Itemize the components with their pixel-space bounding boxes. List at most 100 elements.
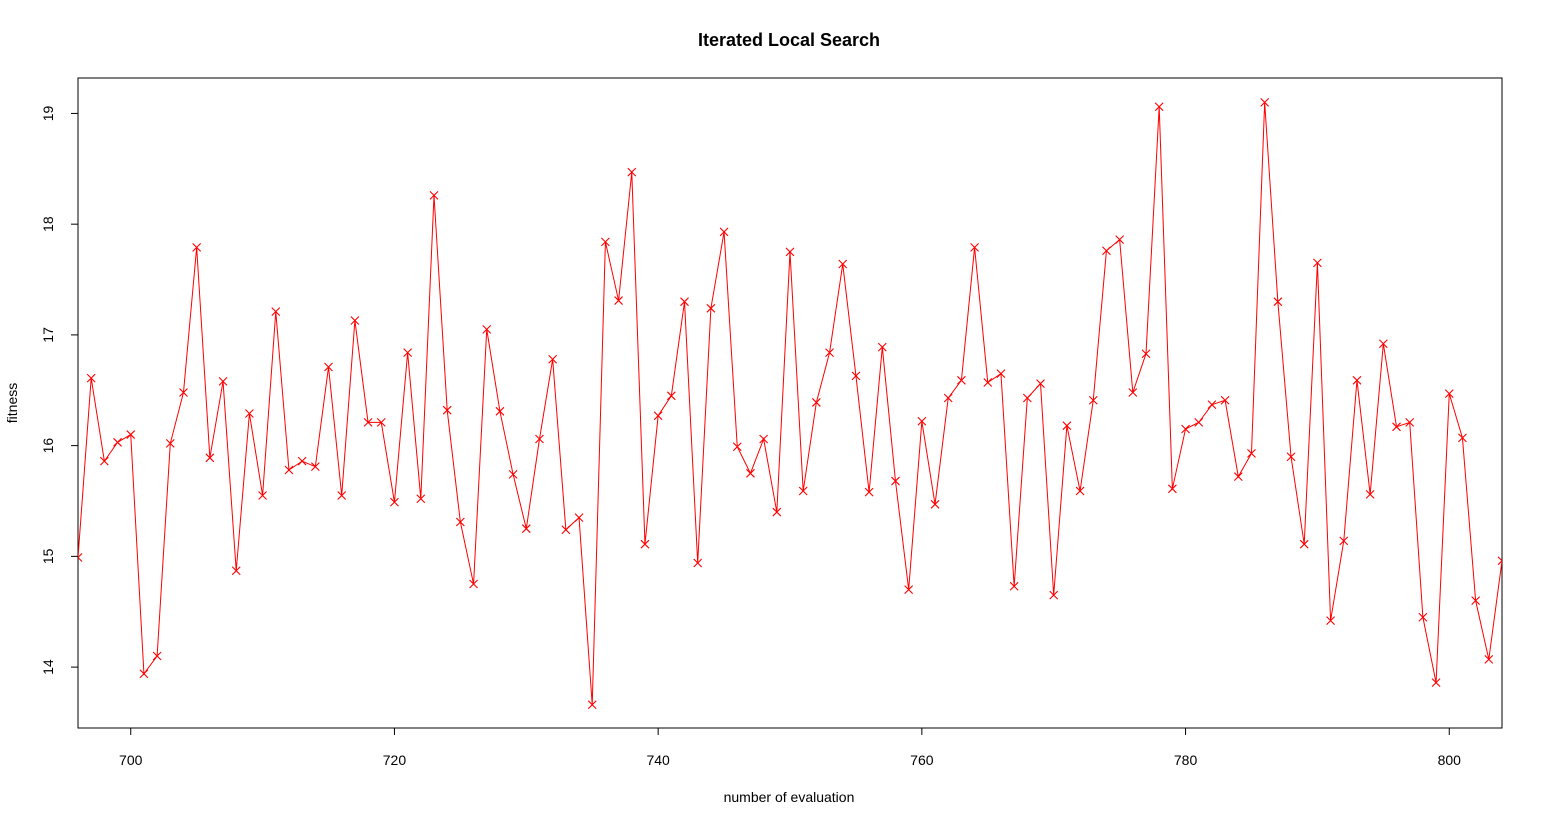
data-point-marker xyxy=(495,406,505,416)
data-point-marker xyxy=(904,585,914,594)
data-point-marker xyxy=(1260,97,1270,107)
chart-title: Iterated Local Search xyxy=(698,30,880,50)
data-point-marker xyxy=(508,470,518,479)
data-point-marker xyxy=(1484,654,1494,664)
data-point-marker xyxy=(1088,395,1098,405)
data-point-marker xyxy=(983,378,993,387)
data-point-marker xyxy=(416,494,426,504)
x-axis-label: number of evaluation xyxy=(724,789,855,805)
data-point-marker xyxy=(1022,393,1032,403)
data-point-marker xyxy=(574,513,584,522)
data-point-marker xyxy=(535,434,544,444)
data-point-marker xyxy=(429,190,439,200)
data-point-marker xyxy=(521,524,531,534)
data-point-marker xyxy=(1167,484,1177,494)
data-point-marker xyxy=(1378,339,1388,349)
data-point-marker xyxy=(627,167,637,177)
x-tick-label: 740 xyxy=(646,752,670,768)
data-point-marker xyxy=(1181,424,1190,434)
x-tick-label: 760 xyxy=(910,752,934,768)
data-point-marker xyxy=(337,491,347,500)
data-point-marker xyxy=(1194,417,1204,427)
data-point-marker xyxy=(1326,616,1335,625)
data-point-marker xyxy=(192,243,202,252)
data-point-marker xyxy=(1352,375,1362,385)
data-point-marker xyxy=(587,700,597,710)
data-point-marker xyxy=(390,497,399,507)
data-point-marker xyxy=(218,377,228,386)
data-point-marker xyxy=(179,388,188,397)
y-tick-label: 17 xyxy=(40,327,56,343)
data-point-marker xyxy=(1220,395,1230,405)
data-point-marker xyxy=(666,391,676,401)
data-point-marker xyxy=(1036,379,1045,389)
data-point-marker xyxy=(772,507,782,517)
data-point-marker xyxy=(785,247,795,257)
data-point-marker xyxy=(930,499,940,509)
data-point-marker xyxy=(455,517,465,527)
x-tick-label: 700 xyxy=(119,752,143,768)
data-point-marker xyxy=(601,237,610,247)
data-point-marker xyxy=(1115,235,1125,245)
data-point-marker xyxy=(1471,596,1481,606)
data-point-marker xyxy=(877,342,887,352)
data-point-marker xyxy=(1247,448,1256,458)
data-point-marker xyxy=(653,411,663,421)
data-point-marker xyxy=(1286,452,1296,462)
data-point-marker xyxy=(271,307,281,317)
data-point-marker xyxy=(1418,612,1428,622)
data-point-marker xyxy=(1009,581,1019,591)
data-point-marker xyxy=(284,465,294,475)
data-point-marker xyxy=(838,259,848,269)
data-point-marker xyxy=(78,553,83,562)
data-point-marker xyxy=(482,324,492,334)
data-point-marker xyxy=(1444,389,1454,398)
y-tick-label: 14 xyxy=(40,659,56,675)
y-axis-label: fitness xyxy=(4,383,20,423)
data-point-marker xyxy=(1392,422,1401,432)
x-axis: 700 720 740 760 780 800 xyxy=(119,728,1461,768)
data-point-marker xyxy=(917,416,927,426)
y-tick-label: 16 xyxy=(40,438,56,454)
data-point-marker xyxy=(851,371,861,381)
data-point-marker xyxy=(825,348,834,358)
data-point-marker xyxy=(957,375,966,385)
data-point-marker xyxy=(1141,349,1151,359)
data-point-marker xyxy=(732,442,742,452)
data-point-marker xyxy=(706,303,716,313)
data-point-marker xyxy=(403,348,413,358)
data-point-marker xyxy=(1497,556,1502,566)
data-point-marker xyxy=(996,369,1006,379)
data-point-marker xyxy=(864,487,874,497)
data-point-marker xyxy=(1075,486,1085,496)
data-point-marker xyxy=(561,525,571,535)
data-point-marker xyxy=(258,491,267,500)
data-point-marker xyxy=(891,476,900,486)
data-point-marker xyxy=(442,405,452,415)
data-point-marker xyxy=(376,417,386,427)
data-point-marker xyxy=(152,651,162,661)
data-point-marker xyxy=(1128,388,1138,397)
data-point-marker xyxy=(139,669,149,679)
data-point-marker xyxy=(1049,590,1059,600)
data-point-marker xyxy=(719,227,729,237)
x-tick-label: 800 xyxy=(1438,752,1462,768)
data-point-marker xyxy=(1299,539,1309,549)
data-point-marker xyxy=(811,398,821,407)
data-point-marker xyxy=(350,316,360,325)
data-point-marker xyxy=(126,430,136,439)
data-point-marker xyxy=(746,468,755,478)
data-point-marker xyxy=(297,456,307,466)
data-point-marker xyxy=(640,539,650,549)
data-point-marker xyxy=(1431,678,1441,687)
data-point-marker xyxy=(324,362,333,372)
data-point-marker xyxy=(614,296,623,305)
data-point-marker xyxy=(1365,489,1375,499)
data-point-marker xyxy=(693,558,703,568)
data-point-marker xyxy=(759,434,769,444)
y-tick-label: 18 xyxy=(40,216,56,232)
plot-frame xyxy=(77,77,1503,729)
data-point-marker xyxy=(310,462,320,472)
